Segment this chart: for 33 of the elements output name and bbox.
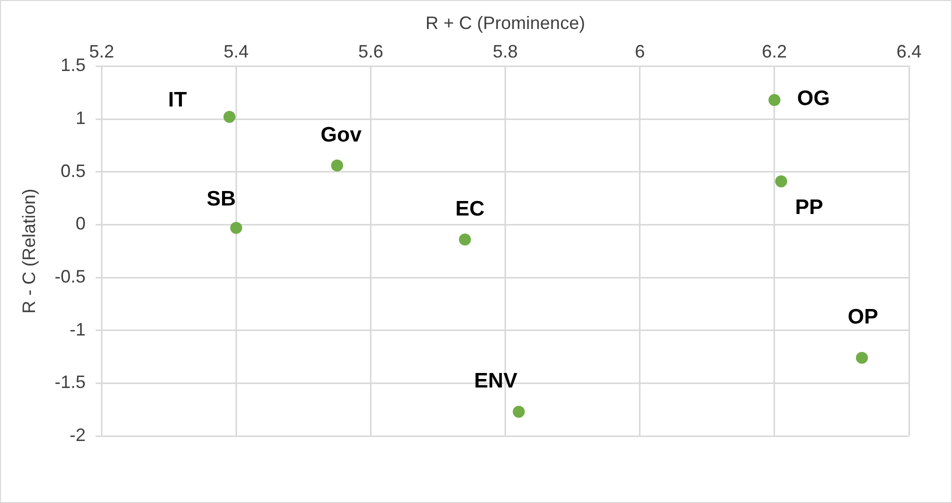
y-tick-label: 0 [76, 214, 86, 234]
annotation: ENV [474, 369, 518, 392]
annotation: PP [795, 196, 824, 220]
y-tick-label: 1 [76, 108, 86, 128]
point [775, 175, 788, 188]
point [512, 406, 525, 418]
x-tick-label: 5.2 [89, 41, 114, 62]
point [458, 233, 471, 246]
y-axis-title: R - C (Relation) [18, 188, 39, 314]
annotation: OP [848, 306, 878, 329]
x-axis-title: R + C (Prominence) [426, 12, 586, 33]
y-tick-label: -0.5 [54, 266, 86, 286]
annotation: IT [168, 88, 187, 112]
y-tick-label: -2 [70, 424, 86, 445]
x-tick-label: 5.4 [224, 41, 249, 62]
point [768, 94, 780, 106]
annotation: Gov [320, 123, 362, 146]
x-tick-label: 5.8 [492, 41, 518, 62]
point [856, 352, 868, 364]
annotation: SB [206, 188, 236, 211]
x-tick-label: 6 [634, 41, 645, 62]
y-tick-label: -1 [70, 319, 86, 340]
x-tick-label: 5.6 [358, 41, 384, 62]
y-tick-label: 1.5 [60, 55, 86, 76]
y-tick-label: 0.5 [60, 160, 86, 181]
x-tick-label: 6.2 [762, 41, 787, 62]
annotation: OG [797, 86, 830, 110]
y-tick-label: -1.5 [54, 372, 86, 392]
annotation: EC [455, 197, 485, 220]
point [223, 110, 236, 123]
point [331, 160, 344, 172]
x-tick-label: 6.4 [896, 41, 922, 62]
point [230, 222, 242, 234]
